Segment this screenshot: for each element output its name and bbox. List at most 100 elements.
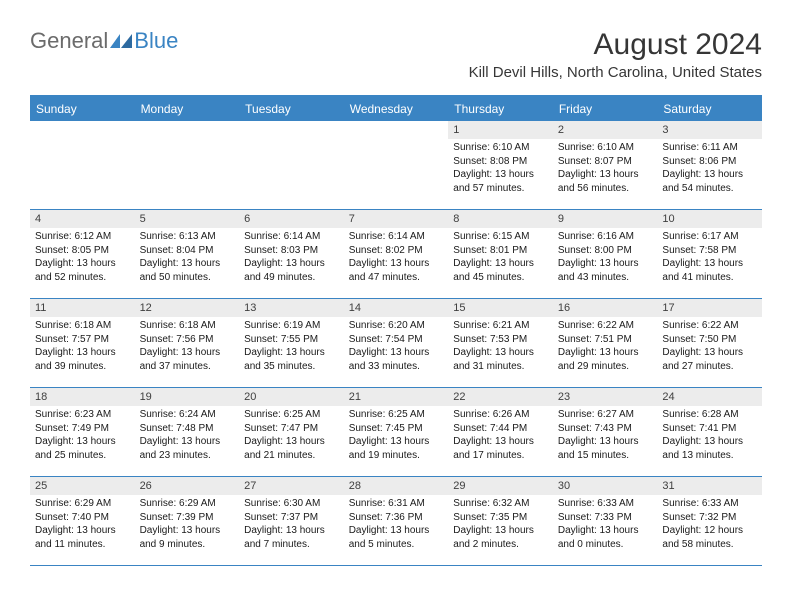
day-number: 27 (239, 477, 344, 495)
daylight-text: Daylight: 13 hours and 52 minutes. (35, 257, 130, 284)
day-details (344, 127, 449, 133)
sunset-text: Sunset: 8:04 PM (140, 244, 235, 258)
sunrise-text: Sunrise: 6:33 AM (662, 497, 757, 511)
daylight-text: Daylight: 13 hours and 25 minutes. (35, 435, 130, 462)
day-number: 10 (657, 210, 762, 228)
daylight-text: Daylight: 13 hours and 7 minutes. (244, 524, 339, 551)
day-details: Sunrise: 6:23 AMSunset: 7:49 PMDaylight:… (30, 406, 135, 466)
calendar-cell: 23Sunrise: 6:27 AMSunset: 7:43 PMDayligh… (553, 388, 658, 476)
daylight-text: Daylight: 13 hours and 43 minutes. (558, 257, 653, 284)
day-details: Sunrise: 6:26 AMSunset: 7:44 PMDaylight:… (448, 406, 553, 466)
sunrise-text: Sunrise: 6:10 AM (558, 141, 653, 155)
calendar-cell: 11Sunrise: 6:18 AMSunset: 7:57 PMDayligh… (30, 299, 135, 387)
daylight-text: Daylight: 13 hours and 0 minutes. (558, 524, 653, 551)
sunset-text: Sunset: 7:41 PM (662, 422, 757, 436)
sunrise-text: Sunrise: 6:21 AM (453, 319, 548, 333)
sunset-text: Sunset: 7:50 PM (662, 333, 757, 347)
day-details: Sunrise: 6:28 AMSunset: 7:41 PMDaylight:… (657, 406, 762, 466)
day-details: Sunrise: 6:18 AMSunset: 7:57 PMDaylight:… (30, 317, 135, 377)
day-details: Sunrise: 6:21 AMSunset: 7:53 PMDaylight:… (448, 317, 553, 377)
week-row: 1Sunrise: 6:10 AMSunset: 8:08 PMDaylight… (30, 121, 762, 210)
title-block: August 2024 Kill Devil Hills, North Caro… (469, 28, 762, 81)
sunrise-text: Sunrise: 6:24 AM (140, 408, 235, 422)
daylight-text: Daylight: 13 hours and 21 minutes. (244, 435, 339, 462)
sunrise-text: Sunrise: 6:31 AM (349, 497, 444, 511)
sunrise-text: Sunrise: 6:23 AM (35, 408, 130, 422)
calendar-cell: 15Sunrise: 6:21 AMSunset: 7:53 PMDayligh… (448, 299, 553, 387)
calendar-cell: 17Sunrise: 6:22 AMSunset: 7:50 PMDayligh… (657, 299, 762, 387)
sunrise-text: Sunrise: 6:10 AM (453, 141, 548, 155)
sunrise-text: Sunrise: 6:25 AM (244, 408, 339, 422)
sunrise-text: Sunrise: 6:18 AM (140, 319, 235, 333)
day-number: 26 (135, 477, 240, 495)
sunset-text: Sunset: 8:00 PM (558, 244, 653, 258)
calendar-cell: 27Sunrise: 6:30 AMSunset: 7:37 PMDayligh… (239, 477, 344, 565)
day-details: Sunrise: 6:24 AMSunset: 7:48 PMDaylight:… (135, 406, 240, 466)
calendar-cell: 3Sunrise: 6:11 AMSunset: 8:06 PMDaylight… (657, 121, 762, 209)
day-number: 14 (344, 299, 449, 317)
sunset-text: Sunset: 7:54 PM (349, 333, 444, 347)
calendar-cell: 20Sunrise: 6:25 AMSunset: 7:47 PMDayligh… (239, 388, 344, 476)
daylight-text: Daylight: 13 hours and 57 minutes. (453, 168, 548, 195)
sunrise-text: Sunrise: 6:28 AM (662, 408, 757, 422)
day-details: Sunrise: 6:25 AMSunset: 7:47 PMDaylight:… (239, 406, 344, 466)
daylight-text: Daylight: 12 hours and 58 minutes. (662, 524, 757, 551)
sunset-text: Sunset: 8:03 PM (244, 244, 339, 258)
day-details: Sunrise: 6:14 AMSunset: 8:02 PMDaylight:… (344, 228, 449, 288)
sunrise-text: Sunrise: 6:33 AM (558, 497, 653, 511)
sunrise-text: Sunrise: 6:14 AM (244, 230, 339, 244)
day-details: Sunrise: 6:22 AMSunset: 7:50 PMDaylight:… (657, 317, 762, 377)
day-number: 4 (30, 210, 135, 228)
calendar-cell: 18Sunrise: 6:23 AMSunset: 7:49 PMDayligh… (30, 388, 135, 476)
sunset-text: Sunset: 7:58 PM (662, 244, 757, 258)
day-number: 22 (448, 388, 553, 406)
sunset-text: Sunset: 7:33 PM (558, 511, 653, 525)
daylight-text: Daylight: 13 hours and 47 minutes. (349, 257, 444, 284)
day-number: 21 (344, 388, 449, 406)
daylight-text: Daylight: 13 hours and 41 minutes. (662, 257, 757, 284)
day-details: Sunrise: 6:13 AMSunset: 8:04 PMDaylight:… (135, 228, 240, 288)
day-number: 5 (135, 210, 240, 228)
logo: General Blue (30, 28, 178, 54)
day-number: 15 (448, 299, 553, 317)
daylight-text: Daylight: 13 hours and 2 minutes. (453, 524, 548, 551)
day-number: 23 (553, 388, 658, 406)
calendar-cell: 6Sunrise: 6:14 AMSunset: 8:03 PMDaylight… (239, 210, 344, 298)
week-row: 11Sunrise: 6:18 AMSunset: 7:57 PMDayligh… (30, 299, 762, 388)
day-details (239, 127, 344, 133)
daylight-text: Daylight: 13 hours and 35 minutes. (244, 346, 339, 373)
day-number: 29 (448, 477, 553, 495)
day-number: 13 (239, 299, 344, 317)
sunrise-text: Sunrise: 6:15 AM (453, 230, 548, 244)
day-header-cell: Monday (135, 97, 240, 121)
sunrise-text: Sunrise: 6:19 AM (244, 319, 339, 333)
sunset-text: Sunset: 8:08 PM (453, 155, 548, 169)
sunset-text: Sunset: 7:44 PM (453, 422, 548, 436)
daylight-text: Daylight: 13 hours and 49 minutes. (244, 257, 339, 284)
calendar-cell: 10Sunrise: 6:17 AMSunset: 7:58 PMDayligh… (657, 210, 762, 298)
day-details: Sunrise: 6:20 AMSunset: 7:54 PMDaylight:… (344, 317, 449, 377)
week-row: 4Sunrise: 6:12 AMSunset: 8:05 PMDaylight… (30, 210, 762, 299)
sunset-text: Sunset: 7:57 PM (35, 333, 130, 347)
daylight-text: Daylight: 13 hours and 11 minutes. (35, 524, 130, 551)
sunset-text: Sunset: 7:35 PM (453, 511, 548, 525)
day-number: 12 (135, 299, 240, 317)
daylight-text: Daylight: 13 hours and 54 minutes. (662, 168, 757, 195)
sunrise-text: Sunrise: 6:27 AM (558, 408, 653, 422)
sunrise-text: Sunrise: 6:14 AM (349, 230, 444, 244)
daylight-text: Daylight: 13 hours and 56 minutes. (558, 168, 653, 195)
daylight-text: Daylight: 13 hours and 50 minutes. (140, 257, 235, 284)
sunrise-text: Sunrise: 6:32 AM (453, 497, 548, 511)
calendar-cell (135, 121, 240, 209)
calendar-cell: 25Sunrise: 6:29 AMSunset: 7:40 PMDayligh… (30, 477, 135, 565)
sunrise-text: Sunrise: 6:16 AM (558, 230, 653, 244)
sunrise-text: Sunrise: 6:26 AM (453, 408, 548, 422)
sunset-text: Sunset: 7:32 PM (662, 511, 757, 525)
day-details (135, 127, 240, 133)
sunset-text: Sunset: 7:39 PM (140, 511, 235, 525)
day-header-cell: Friday (553, 97, 658, 121)
calendar-cell: 24Sunrise: 6:28 AMSunset: 7:41 PMDayligh… (657, 388, 762, 476)
day-number: 18 (30, 388, 135, 406)
daylight-text: Daylight: 13 hours and 15 minutes. (558, 435, 653, 462)
month-title: August 2024 (469, 28, 762, 62)
